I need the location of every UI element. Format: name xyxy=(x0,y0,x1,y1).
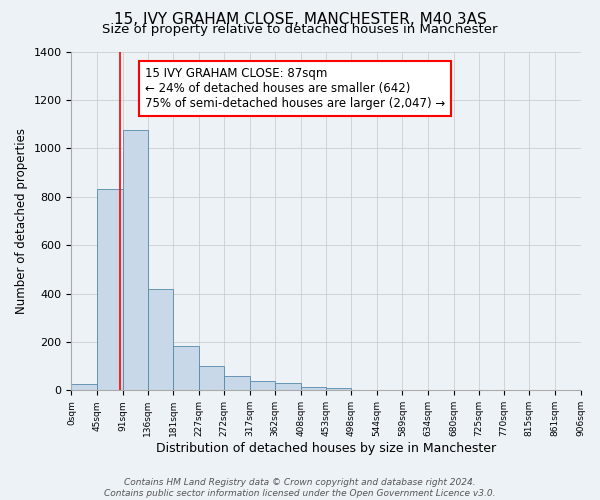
Bar xyxy=(250,381,275,390)
Bar xyxy=(97,190,122,390)
Bar xyxy=(148,288,173,390)
X-axis label: Distribution of detached houses by size in Manchester: Distribution of detached houses by size … xyxy=(156,442,496,455)
Y-axis label: Number of detached properties: Number of detached properties xyxy=(15,128,28,314)
Text: Contains HM Land Registry data © Crown copyright and database right 2024.
Contai: Contains HM Land Registry data © Crown c… xyxy=(104,478,496,498)
Bar xyxy=(275,383,301,390)
Bar xyxy=(71,384,97,390)
Bar xyxy=(224,376,250,390)
Text: 15, IVY GRAHAM CLOSE, MANCHESTER, M40 3AS: 15, IVY GRAHAM CLOSE, MANCHESTER, M40 3A… xyxy=(113,12,487,28)
Text: Size of property relative to detached houses in Manchester: Size of property relative to detached ho… xyxy=(102,22,498,36)
Bar xyxy=(173,346,199,391)
Text: 15 IVY GRAHAM CLOSE: 87sqm
← 24% of detached houses are smaller (642)
75% of sem: 15 IVY GRAHAM CLOSE: 87sqm ← 24% of deta… xyxy=(145,66,445,110)
Bar xyxy=(326,388,351,390)
Bar xyxy=(199,366,224,390)
Bar xyxy=(301,386,326,390)
Bar xyxy=(122,130,148,390)
